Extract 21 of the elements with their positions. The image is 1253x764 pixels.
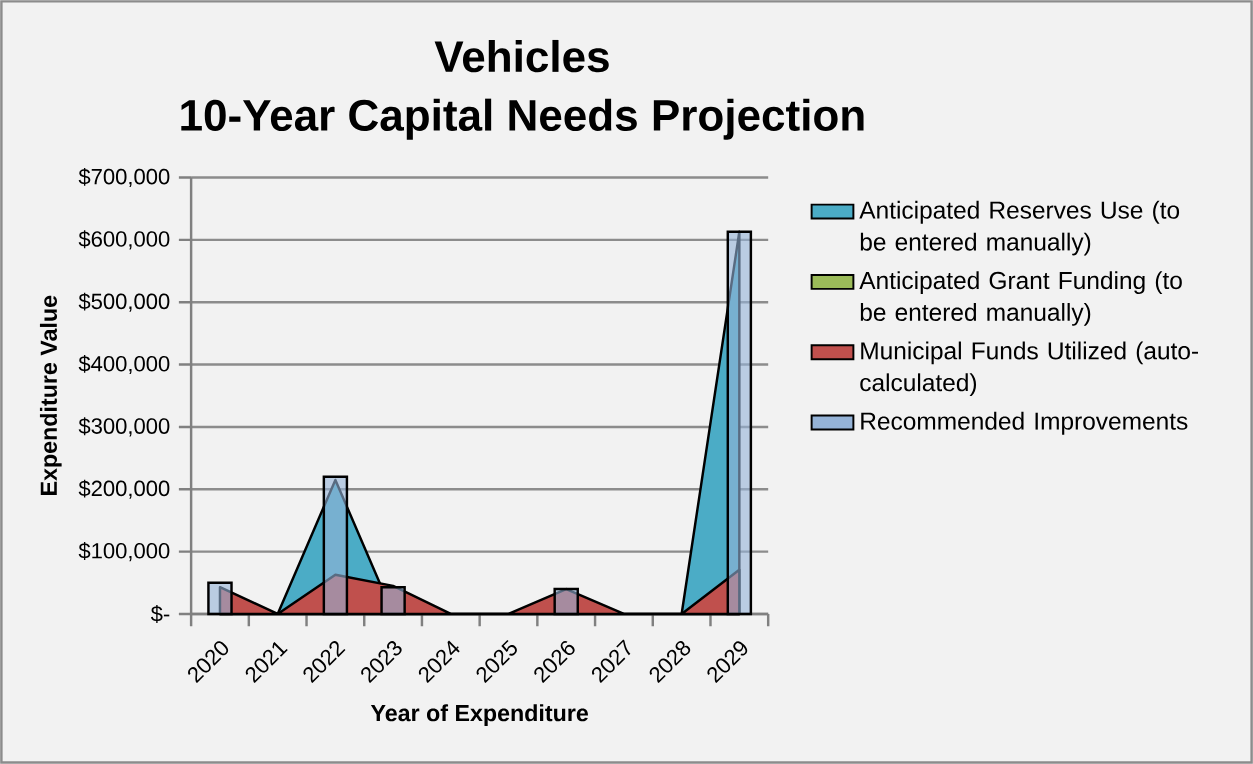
legend-label: Recommended Improvements [861,411,1188,435]
y-tick-label: $400,000 [78,355,170,375]
chart-title: Vehicles [434,39,609,73]
chart-subtitle: 10-Year Capital Needs Projection [181,98,864,140]
bar [553,587,579,616]
y-axis-title: Expenditure Value [39,295,62,495]
x-axis-title: Year of Expenditure [370,704,588,726]
bar [322,475,349,616]
y-tick-label: $100,000 [78,542,170,562]
bar [726,230,753,616]
y-tick-label: $600,000 [78,230,170,250]
legend-label: Anticipated Reserves Use (to be entered manually) [859,200,1180,256]
bar [207,581,233,616]
y-tick-label: $200,000 [78,479,170,499]
legend-label: Anticipated Grant Funding (to be entered manually) [859,271,1182,326]
bar [380,585,406,616]
y-tick-label: $500,000 [78,292,170,312]
y-tick-label: $700,000 [78,167,170,188]
y-tick-label: $- [150,605,170,623]
legend-label: Municipal Funds Utilized (auto-calculated) [860,341,1199,397]
y-tick-label: $300,000 [78,417,170,437]
